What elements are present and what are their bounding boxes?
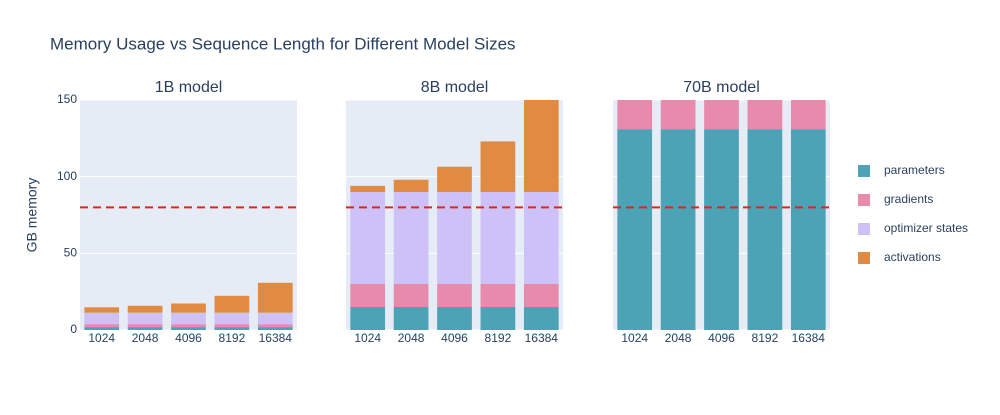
x-tick-label: 4096 <box>441 331 468 345</box>
bar-segment <box>127 324 163 328</box>
subplot-title: 1B model <box>155 79 223 96</box>
y-tick-label: 50 <box>64 246 78 260</box>
y-axis-label: GB memory <box>24 178 40 253</box>
bar-segment <box>214 295 250 313</box>
bar-segment <box>747 100 783 130</box>
bars <box>617 100 826 330</box>
bar-segment <box>437 166 472 192</box>
bar-segment <box>84 312 120 325</box>
legend-swatch <box>858 194 870 206</box>
x-tick-label: 4096 <box>708 331 735 345</box>
legend-label: activations <box>884 250 941 264</box>
bar-segment <box>523 284 559 307</box>
bar-segment <box>84 307 120 313</box>
y-tick-label: 0 <box>70 322 77 336</box>
x-tick-label: 1024 <box>621 331 648 345</box>
legend-swatch <box>858 252 870 264</box>
x-tick-label: 8192 <box>752 331 779 345</box>
chart-title: Memory Usage vs Sequence Length for Diff… <box>50 34 516 53</box>
x-tick-label: 2048 <box>132 331 159 345</box>
bar-segment <box>790 100 826 130</box>
bar-segment <box>480 284 516 307</box>
bar-segment <box>437 307 472 330</box>
bar-segment <box>127 305 163 313</box>
bar-segment <box>393 192 429 284</box>
x-tick-label: 2048 <box>665 331 692 345</box>
x-tick-label: 8192 <box>219 331 246 345</box>
bar-segment <box>480 192 516 284</box>
bar-segment <box>480 307 516 330</box>
bar-segment <box>257 312 293 325</box>
bar-segment <box>214 312 250 325</box>
bar-segment <box>393 284 429 307</box>
subplot-title: 8B model <box>421 79 489 96</box>
bar-segment <box>171 324 206 328</box>
bar-segment <box>214 327 250 330</box>
bar-segment <box>660 100 696 130</box>
bar-segment <box>171 303 206 313</box>
bar-segment <box>617 100 653 130</box>
bar-segment <box>214 324 250 328</box>
y-tick-label: 150 <box>57 92 77 106</box>
subplot-title: 70B model <box>683 79 760 96</box>
bar-segment <box>660 129 696 330</box>
legend-label: gradients <box>884 192 933 206</box>
bar-segment <box>127 312 163 325</box>
bar-segment <box>704 129 739 330</box>
legend-swatch <box>858 223 870 235</box>
bar-segment <box>523 192 559 284</box>
bar-segment <box>257 327 293 330</box>
bar-segment <box>350 192 386 284</box>
x-tick-label: 8192 <box>485 331 512 345</box>
x-tick-label: 16384 <box>792 331 826 345</box>
bar-segment <box>393 179 429 192</box>
bar-segment <box>790 129 826 330</box>
bar-segment <box>257 324 293 328</box>
x-tick-label: 1024 <box>354 331 381 345</box>
legend-label: optimizer states <box>884 221 968 235</box>
x-tick-label: 1024 <box>88 331 115 345</box>
bar-segment <box>704 100 739 130</box>
bar-segment <box>350 307 386 330</box>
bar-segment <box>257 282 293 313</box>
bar-segment <box>393 307 429 330</box>
y-tick-label: 100 <box>57 169 77 183</box>
bar-segment <box>127 327 163 330</box>
bar-segment <box>171 327 206 330</box>
legend-swatch <box>858 165 870 177</box>
x-tick-label: 16384 <box>525 331 559 345</box>
bars <box>84 282 293 330</box>
bar-segment <box>480 141 516 192</box>
x-tick-label: 2048 <box>398 331 425 345</box>
bar-segment <box>350 284 386 307</box>
legend-label: parameters <box>884 163 945 177</box>
bar-segment <box>523 307 559 330</box>
x-tick-label: 16384 <box>259 331 293 345</box>
bar-segment <box>617 129 653 330</box>
bar-segment <box>523 100 559 192</box>
bar-segment <box>747 129 783 330</box>
bar-segment <box>171 312 206 325</box>
bar-segment <box>437 192 472 284</box>
bar-segment <box>437 284 472 307</box>
bar-segment <box>84 327 120 330</box>
bar-segment <box>84 324 120 328</box>
bar-segment <box>350 185 386 192</box>
x-tick-label: 4096 <box>175 331 202 345</box>
